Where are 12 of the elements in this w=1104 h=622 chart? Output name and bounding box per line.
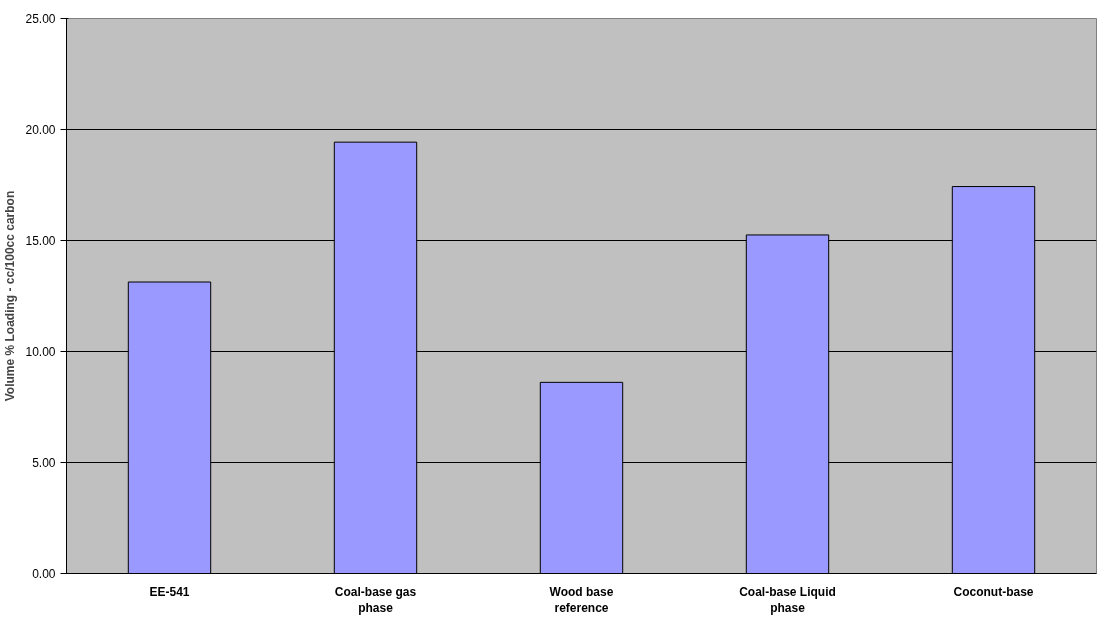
y-tick-label: 25.00 xyxy=(25,12,56,26)
x-tick-label: Coconut-base xyxy=(953,584,1034,599)
y-tick-label: 0.00 xyxy=(32,567,56,581)
x-tick-label: Wood base reference xyxy=(549,584,614,616)
x-tick-label: EE-541 xyxy=(149,584,190,599)
x-tick-label: Coal-base gas phase xyxy=(334,584,417,616)
x-tick-label: Coal-base Liquid phase xyxy=(739,584,836,616)
y-tick-label: 10.00 xyxy=(25,345,56,359)
y-tick-label: 15.00 xyxy=(25,234,56,248)
y-tick-label: 20.00 xyxy=(25,123,56,137)
y-tick-label: 5.00 xyxy=(32,456,56,470)
y-axis-title: Volume % Loading - cc/100cc carbon xyxy=(3,190,18,402)
